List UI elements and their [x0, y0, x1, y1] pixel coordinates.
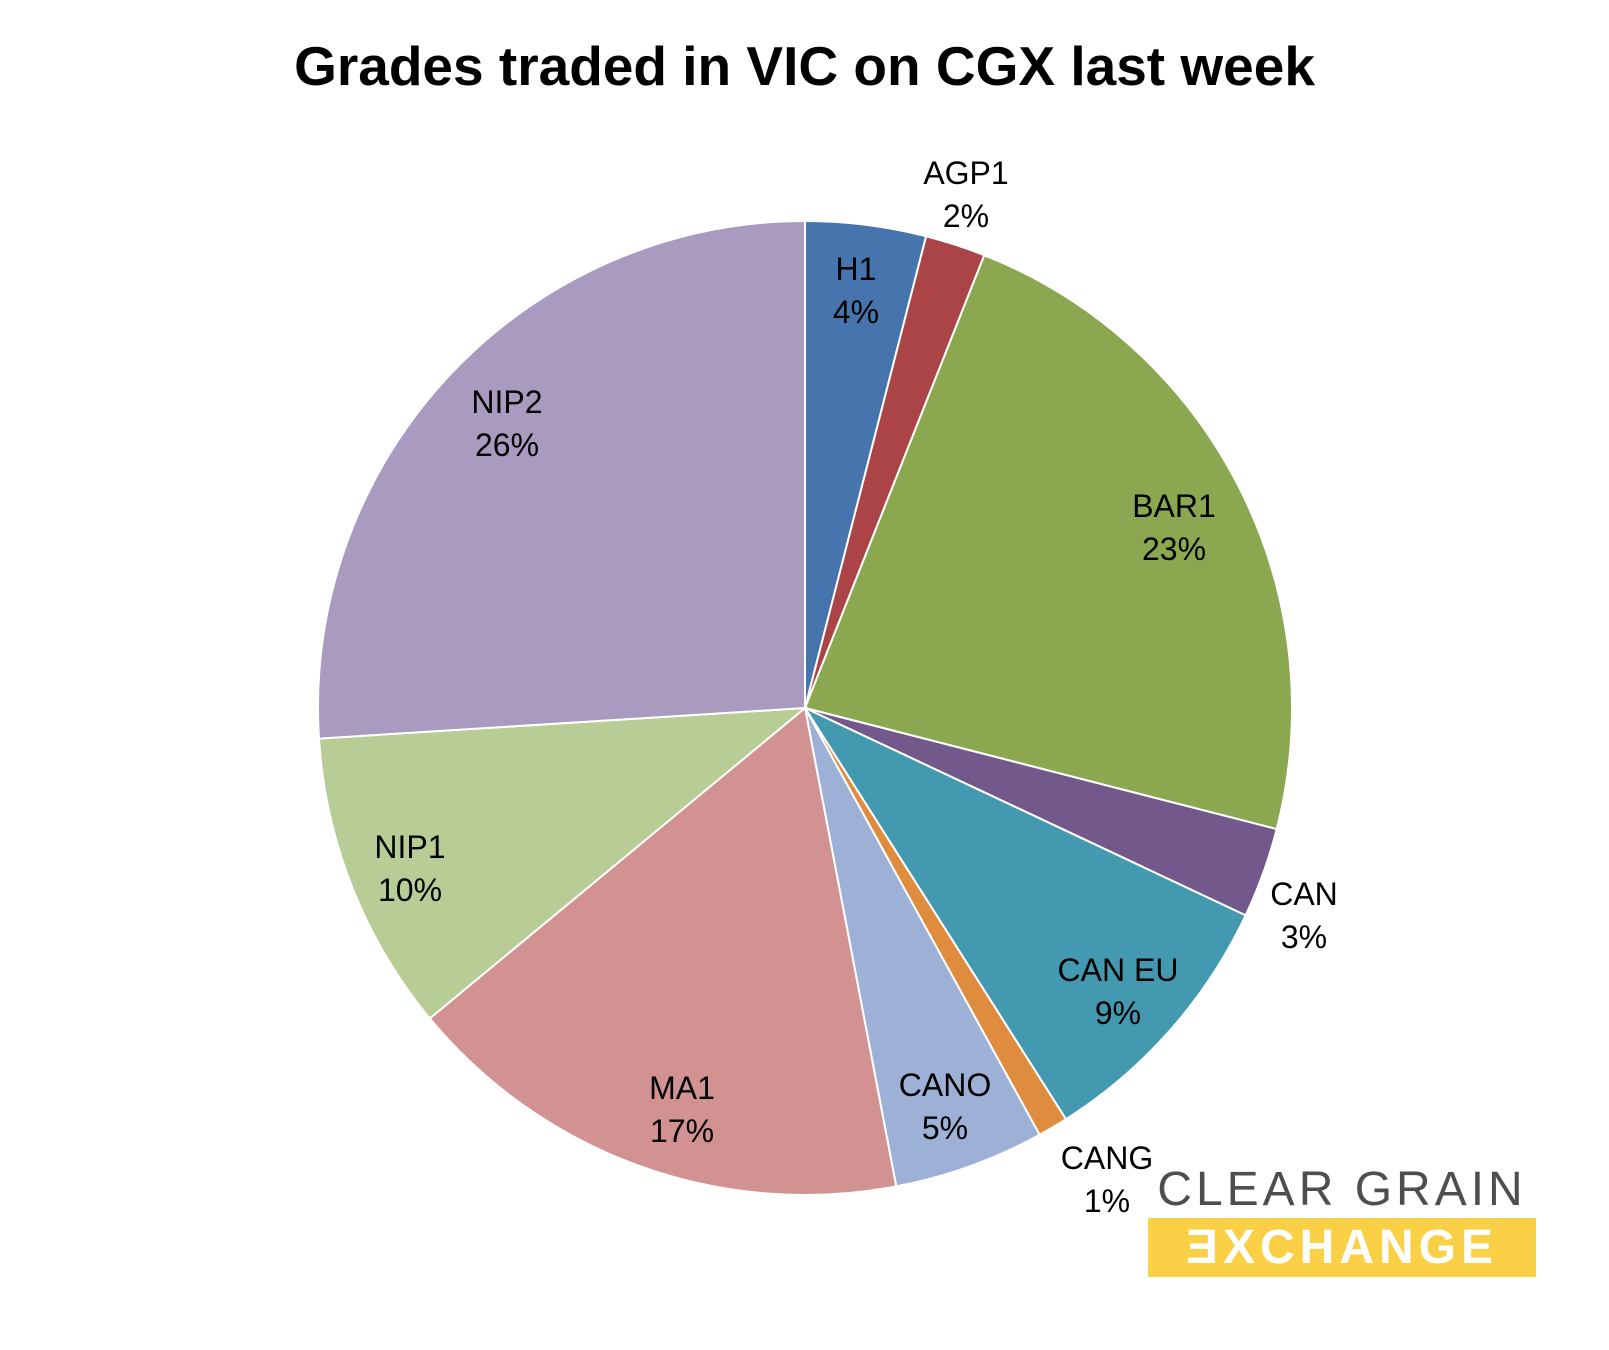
slice-label-name: CANG — [1060, 1140, 1154, 1176]
slice-label-name: NIP2 — [471, 384, 543, 420]
slice-label-percent: 3% — [1280, 919, 1328, 955]
slice-label-ma1: MA1 17% — [649, 1067, 715, 1153]
pie-slice-bar1 — [803, 253, 1293, 831]
slice-label-cano: CANO 5% — [899, 1064, 991, 1150]
clear-grain-exchange-logo: CLEAR GRAIN ƎXCHANGE — [1148, 1164, 1536, 1277]
slice-label-percent: 2% — [942, 198, 990, 234]
pie-slice-nip1 — [317, 706, 809, 1020]
slice-label-agp1: AGP1 2% — [923, 152, 1008, 238]
slice-label-h1: H1 4% — [833, 248, 879, 334]
slice-label-percent: 10% — [377, 872, 443, 908]
slice-label-name: AGP1 — [923, 155, 1009, 191]
slice-label-percent: 23% — [1141, 531, 1207, 567]
slice-label-name: CAN EU — [1057, 952, 1179, 988]
slice-label-nip1: NIP1 10% — [374, 826, 445, 912]
slice-label-percent: 9% — [1094, 995, 1142, 1031]
slice-label-name: H1 — [835, 251, 877, 287]
pie-slice-ma1 — [428, 706, 898, 1196]
pie-slice-nip2 — [317, 219, 806, 740]
chart-title: Grades traded in VIC on CGX last week — [294, 35, 1315, 97]
slice-label-can: CAN 3% — [1270, 873, 1338, 959]
slice-label-bar1: BAR1 23% — [1132, 485, 1216, 571]
slice-label-nip2: NIP2 26% — [471, 381, 542, 467]
slice-label-percent: 5% — [921, 1110, 969, 1146]
slice-label-cang: CANG 1% — [1061, 1137, 1153, 1223]
slice-label-percent: 17% — [649, 1113, 715, 1149]
logo-text-exchange: ƎXCHANGE — [1185, 1221, 1499, 1274]
slice-label-name: BAR1 — [1132, 488, 1216, 524]
logo-banner: ƎXCHANGE — [1148, 1218, 1536, 1277]
slice-label-percent: 1% — [1083, 1183, 1131, 1219]
slice-label-name: NIP1 — [374, 829, 446, 865]
slice-label-name: MA1 — [649, 1070, 715, 1106]
slice-label-name: CAN — [1270, 876, 1338, 912]
slice-label-percent: 26% — [474, 427, 540, 463]
logo-text-clear-grain: CLEAR GRAIN — [1157, 1163, 1527, 1216]
pie-slice-can-eu — [802, 705, 1247, 1121]
slice-label-name: CANO — [898, 1067, 992, 1103]
pie-slice-cano — [804, 707, 1041, 1188]
slice-label-can-eu: CAN EU 9% — [1058, 949, 1179, 1035]
slice-label-percent: 4% — [832, 294, 880, 330]
